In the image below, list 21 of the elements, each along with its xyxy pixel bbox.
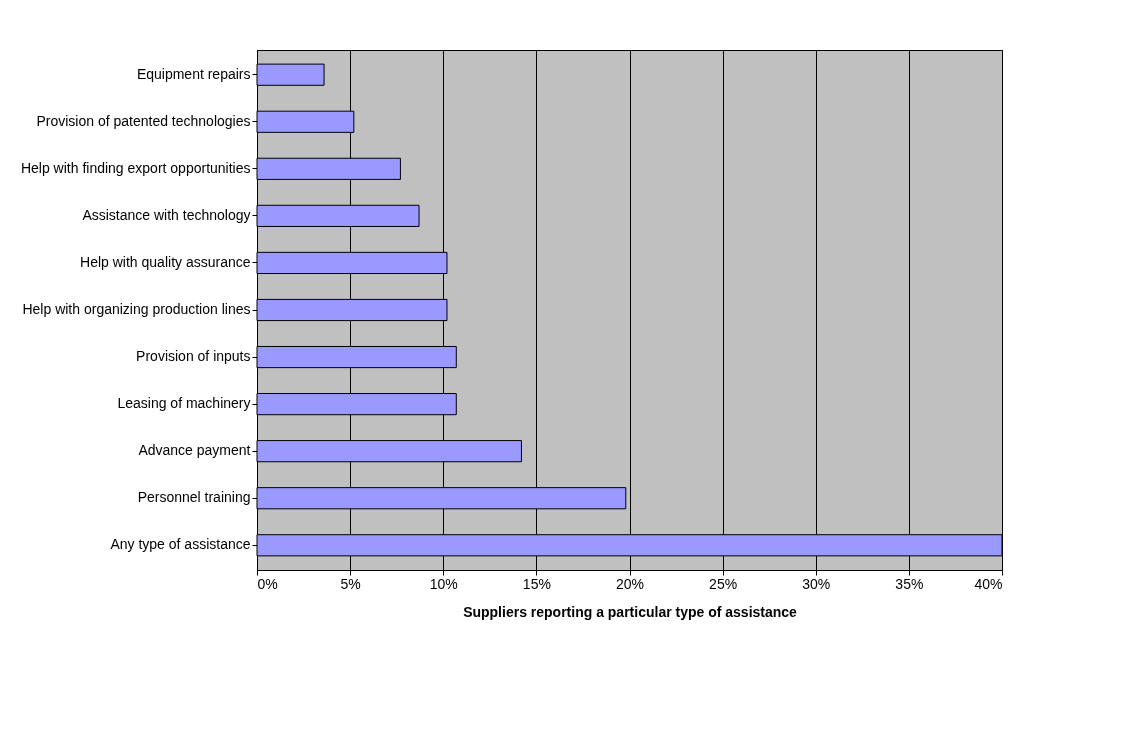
y-tick-label: Any type of assistance [110,536,251,553]
x-tick-label: 20% [615,575,645,592]
x-tick-label: 35% [895,575,924,592]
x-tick-label: 5% [340,575,361,592]
x-tick-label: 25% [709,575,738,592]
y-tick-label: Leasing of machinery [117,395,251,412]
y-tick-label: Help with organizing production lines [22,301,251,317]
x-tick-label: 30% [802,575,831,592]
x-tick-label: 15% [522,575,551,592]
y-tick-label: Personnel training [137,489,251,506]
y-tick-label: Equipment repairs [136,65,251,82]
y-tick-label: Provision of inputs [136,348,251,365]
x-tick-label: 0% [257,575,278,592]
y-tick-label: Help with quality assurance [80,253,251,270]
y-tick-label: Help with finding export opportunities [20,159,251,176]
x-tick-label: 10% [429,575,458,592]
x-axis-title: Suppliers reporting a particular type of assistance [463,603,798,620]
y-tick-label: Provision of patented technologies [36,112,251,129]
y-tick-label: Advance payment [138,442,251,459]
x-tick-label: 40% [974,575,1003,592]
y-tick-label: Assistance with technology [82,206,251,223]
